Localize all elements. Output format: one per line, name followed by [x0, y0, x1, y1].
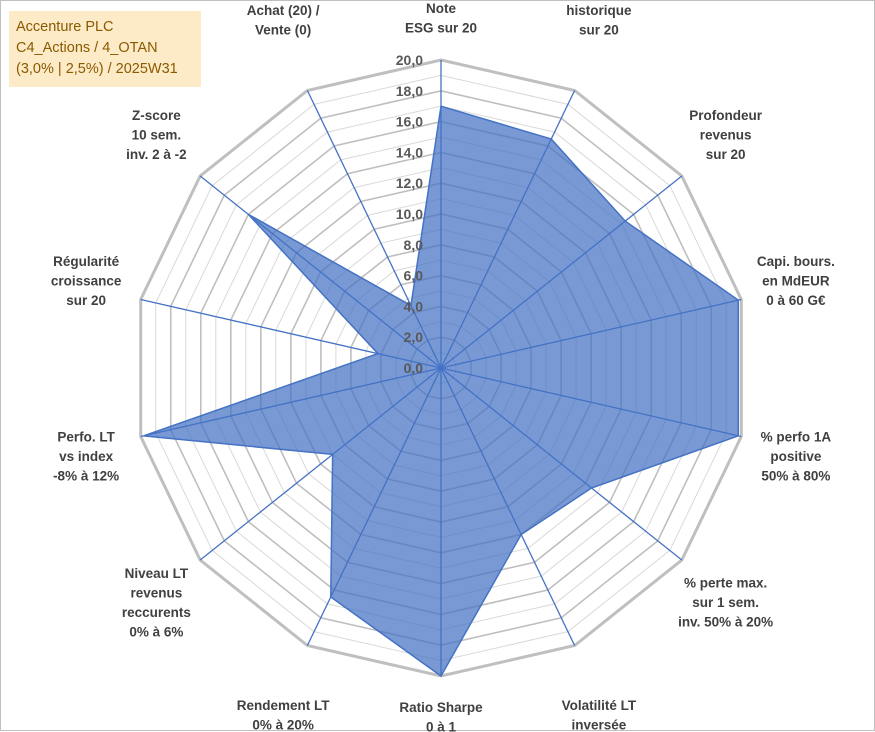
tick-label: 18,0	[396, 83, 423, 99]
axis-label-line: positive	[770, 449, 822, 464]
axis-label-line: % perfo 1A	[761, 430, 832, 445]
axis-label-line: vs index	[59, 449, 114, 464]
axis-label-line: 50% à 80%	[761, 469, 830, 484]
axis-label-line: Achat (20) /	[247, 3, 320, 18]
axis-label: Perfo. LT vs index -8% à 12%	[53, 430, 119, 484]
axis-label: Rendement LT 0% à 20%	[237, 698, 331, 732]
axis-label-line: sur 20	[579, 23, 619, 38]
axis-label: Note ESG sur 20	[405, 1, 477, 36]
title-params: (3,0% | 2,5%) / 2025W31	[16, 59, 201, 80]
axis-label: % perfo 1A positive 50% à 80%	[761, 430, 832, 484]
axis-label-line: 0 à 60 G€	[766, 293, 826, 308]
axis-label-line: historique	[566, 3, 632, 18]
title-company: Accenture PLC	[16, 17, 201, 38]
axis-label: Ratio Sharpe 0 à 1	[399, 700, 483, 732]
axis-label-line: Z-score	[132, 108, 181, 123]
tick-label: 10,0	[396, 206, 423, 222]
tick-label: 6,0	[404, 268, 424, 284]
axis-label-line: Profondeur	[689, 108, 762, 123]
axis-label-line: inversée	[572, 718, 627, 732]
tick-label: 14,0	[396, 144, 423, 160]
axis-label-line: sur 20	[66, 293, 106, 308]
axis-label-line: revenus	[700, 127, 752, 142]
axis-label-line: ESG sur 20	[405, 21, 477, 36]
axis-label: Z-score 10 sem. inv. 2 à -2	[126, 108, 187, 162]
tick-label: 16,0	[396, 114, 423, 130]
axis-label-line: en MdEUR	[762, 273, 830, 288]
axis-label-line: -8% à 12%	[53, 469, 119, 484]
axis-label-line: Vente (0)	[255, 23, 311, 38]
axis-label: Volatilité LTinversée40% à 0%	[562, 698, 637, 732]
chart-title-box: Accenture PLC C4_Actions / 4_OTAN (3,0% …	[9, 11, 201, 87]
axis-label-line: Régularité	[53, 254, 120, 269]
axis-label-line: 0 à 1	[426, 720, 457, 732]
axis-label: Capi. bours. en MdEUR 0 à 60 G€	[757, 254, 835, 308]
axis-label-line: Niveau LT	[125, 566, 189, 581]
axis-label: Profondeurhistoriquesur 20	[563, 1, 636, 38]
axis-label-line: % perte max.	[684, 576, 767, 591]
tick-label: 2,0	[404, 329, 424, 345]
axis-label-line: 0% à 6%	[129, 625, 183, 640]
axis-label-line: Note	[426, 1, 456, 16]
axis-label-line: 10 sem.	[132, 127, 182, 142]
axis-label-line: inv. 50% à 20%	[678, 615, 773, 630]
tick-label: 0,0	[404, 360, 424, 376]
axis-label: Profondeur revenus sur 20	[689, 108, 762, 162]
axis-label: Niveau LT revenus reccurents 0% à 6%	[122, 566, 191, 640]
axis-label-line: reccurents	[122, 605, 191, 620]
axis-label-line: croissance	[51, 273, 122, 288]
axis-label: MomentumAchat (20) /Vente (0)	[247, 1, 320, 38]
tick-label: 20,0	[396, 52, 423, 68]
axis-label-line: Volatilité LT	[562, 698, 637, 713]
axis-label-line: sur 20	[706, 147, 746, 162]
axis-label-line: revenus	[131, 586, 183, 601]
axis-label-line: 0% à 20%	[252, 718, 314, 732]
title-portfolio: C4_Actions / 4_OTAN	[16, 38, 201, 59]
axis-label-line: Ratio Sharpe	[399, 700, 483, 715]
axis-label: % perte max. sur 1 sem. inv. 50% à 20%	[678, 576, 773, 630]
axis-label-line: Capi. bours.	[757, 254, 835, 269]
axis-label-line: Perfo. LT	[57, 430, 115, 445]
axis-label-line: inv. 2 à -2	[126, 147, 187, 162]
tick-label: 4,0	[404, 298, 424, 314]
axis-label: Régularité croissance sur 20	[51, 254, 122, 308]
tick-label: 12,0	[396, 175, 423, 191]
tick-label: 8,0	[404, 237, 424, 253]
axis-label-line: sur 1 sem.	[692, 595, 759, 610]
axis-label-line: Rendement LT	[237, 698, 331, 713]
